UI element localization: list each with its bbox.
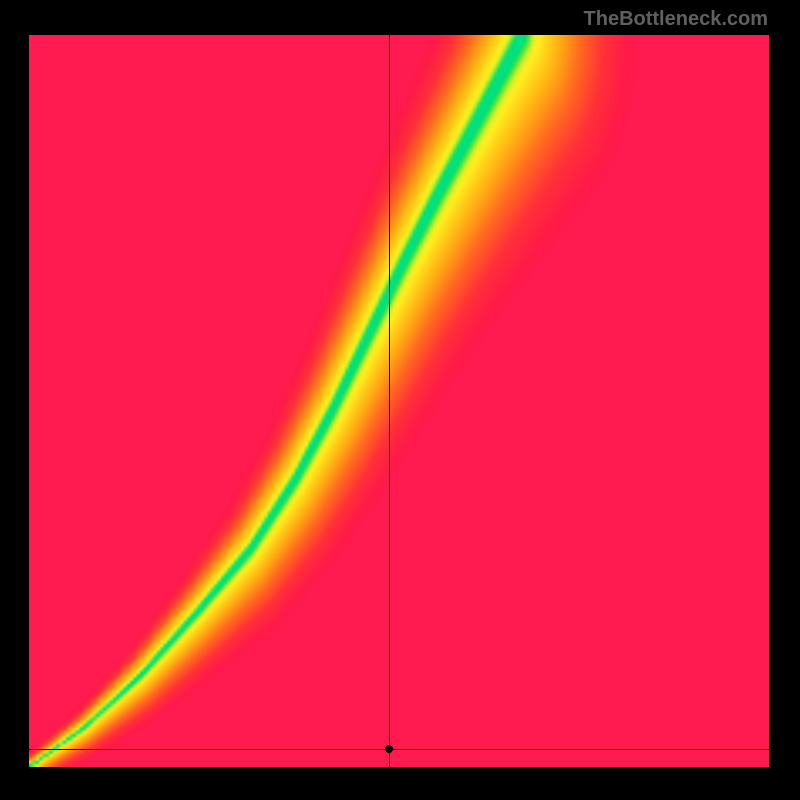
watermark-text: TheBottleneck.com [584,8,768,31]
crosshair-vertical [389,35,390,767]
heatmap-canvas [29,35,769,767]
crosshair-point [385,745,393,753]
crosshair-horizontal [29,749,769,750]
heatmap-plot [29,35,769,767]
